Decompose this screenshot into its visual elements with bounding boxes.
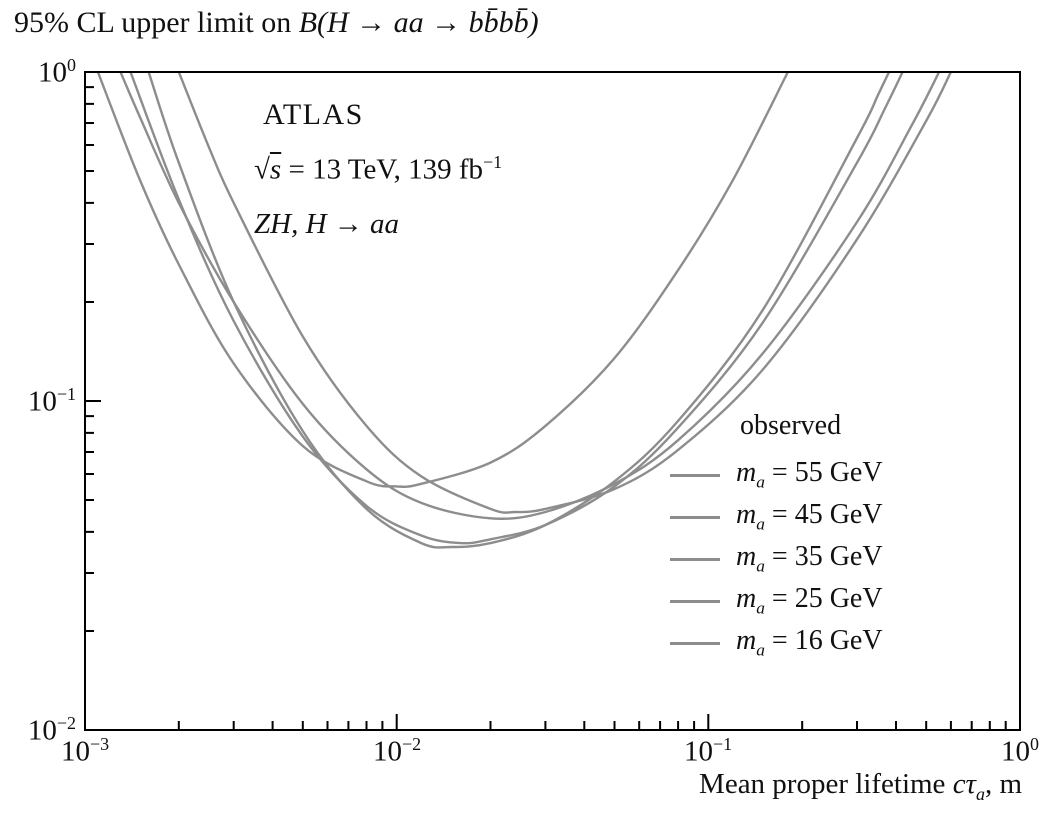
sqrt-s-var: s: [269, 153, 282, 186]
legend-label: ma = 35 GeV: [736, 541, 883, 576]
chart-title-text: 95% CL upper limit on: [14, 6, 299, 39]
legend-label: ma = 55 GeV: [736, 457, 883, 492]
limit-curve: [119, 72, 941, 520]
limit-curve: [177, 72, 953, 514]
legend-line-swatch: [670, 473, 720, 477]
chart-title: 95% CL upper limit on B(H → aa → bb̄bb̄): [14, 6, 539, 40]
annotation-dataset: √s = 13 TeV, 139 fb−1: [254, 152, 502, 187]
x-tick-label-1e0: 100: [1001, 734, 1039, 768]
legend-label: ma = 45 GeV: [736, 499, 883, 534]
plot-frame: [84, 71, 1021, 731]
x-axis-label: Mean proper lifetime cτa, m: [699, 768, 1022, 804]
limit-curve: [147, 72, 891, 549]
legend-line-swatch: [670, 515, 720, 519]
limit-curve: [96, 72, 790, 489]
legend-title: observed: [740, 410, 842, 441]
y-tick-label-1e0: 100: [38, 55, 76, 89]
limit-curve: [129, 72, 904, 545]
x-tick-label-1e-2: 10−2: [372, 734, 422, 768]
legend-item-55gev: ma = 55 GeV: [670, 454, 883, 496]
dataset-text: = 13 TeV, 139 fb: [281, 153, 483, 186]
y-tick-label-1e-1: 10−1: [27, 384, 76, 418]
sqrt-sign: √: [254, 153, 270, 186]
legend-item-35gev: ma = 35 GeV: [670, 538, 883, 580]
legend-item-16gev: ma = 16 GeV: [670, 622, 883, 664]
y-tick-label-1e-2: 10−2: [27, 713, 76, 747]
legend-label: ma = 16 GeV: [736, 625, 883, 660]
annotation-process: ZH, H → aa: [254, 208, 400, 240]
legend-line-swatch: [670, 557, 720, 561]
legend-label: ma = 25 GeV: [736, 583, 883, 618]
legend-item-45gev: ma = 45 GeV: [670, 496, 883, 538]
legend-line-swatch: [670, 599, 720, 603]
legend-item-25gev: ma = 25 GeV: [670, 580, 883, 622]
legend: observed ma = 55 GeV ma = 45 GeV ma = 35…: [670, 410, 883, 664]
x-tick-label-1e-1: 10−1: [683, 734, 733, 768]
legend-line-swatch: [670, 641, 720, 645]
annotation-experiment: ATLAS: [263, 98, 364, 131]
x-tick-label-1e-3: 10−3: [60, 734, 110, 768]
chart-title-math: B(H → aa → bb̄bb̄): [298, 6, 539, 39]
dataset-exponent: −1: [482, 152, 503, 172]
